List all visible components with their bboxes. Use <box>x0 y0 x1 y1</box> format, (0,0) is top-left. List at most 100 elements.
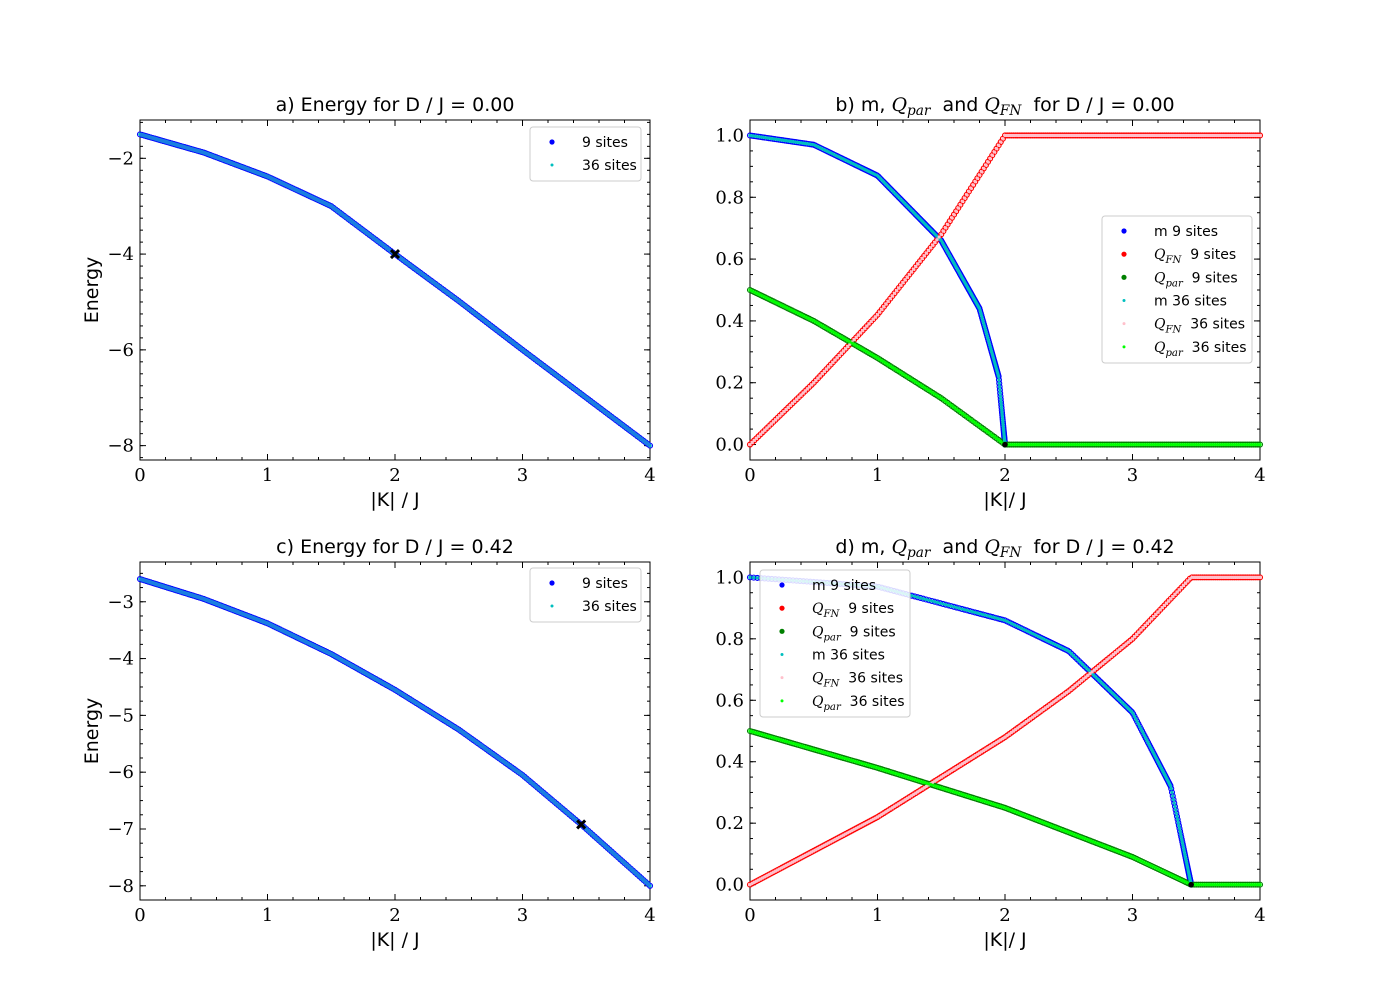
data-point <box>833 358 837 362</box>
data-point <box>858 331 863 335</box>
legend-marker <box>550 163 554 167</box>
data-point <box>1179 586 1183 590</box>
data-point <box>986 160 990 164</box>
data-point <box>1177 826 1182 831</box>
data-point <box>960 199 965 203</box>
data-point <box>1154 612 1158 616</box>
data-point <box>750 440 754 445</box>
data-point <box>962 608 967 612</box>
data-point <box>805 387 809 391</box>
y-tick-label: 0.4 <box>715 311 744 332</box>
data-point <box>863 326 867 330</box>
data-point <box>924 597 928 602</box>
data-point <box>997 381 1001 385</box>
data-point <box>1097 678 1104 685</box>
y-tick-label: 0.0 <box>715 435 744 456</box>
data-point <box>988 156 992 161</box>
legend-label: QFN 9 sites <box>812 601 894 620</box>
y-tick-label: 0.8 <box>715 629 744 650</box>
data-point <box>841 349 846 353</box>
x-tick-label: 4 <box>1254 465 1265 486</box>
panel-title: a) Energy for D / J = 0.00 <box>276 94 515 116</box>
data-point <box>984 163 988 167</box>
data-point <box>1067 689 1071 693</box>
panel-title: c) Energy for D / J = 0.42 <box>276 536 514 558</box>
legend-marker <box>779 582 785 588</box>
data-point <box>977 173 982 177</box>
x-axis-label: |K|/ J <box>983 929 1026 951</box>
data-point <box>938 601 942 605</box>
data-point <box>999 400 1003 404</box>
data-point <box>1139 628 1143 632</box>
data-point <box>1003 618 1007 622</box>
data-point <box>1258 442 1262 447</box>
data-point <box>982 166 986 171</box>
legend-label: Qpar 9 sites <box>1154 270 1238 289</box>
data-point <box>1175 814 1179 818</box>
data-point <box>1103 659 1107 664</box>
marker-x <box>389 249 401 260</box>
data-point <box>1138 724 1142 728</box>
data-point <box>988 614 992 619</box>
data-point <box>1075 682 1079 686</box>
panel-title: d) m, Qpar and QFN for D / J = 0.42 <box>835 536 1174 561</box>
x-tick-label: 0 <box>134 465 145 486</box>
data-point <box>1135 632 1139 636</box>
data-point <box>844 347 848 351</box>
data-point <box>981 612 985 617</box>
data-point <box>990 153 994 157</box>
data-point <box>1001 137 1005 141</box>
data-point <box>1074 656 1081 663</box>
x-tick-label: 3 <box>517 465 528 486</box>
data-point <box>983 613 987 617</box>
data-point <box>790 401 795 405</box>
data-point <box>765 426 769 430</box>
data-point <box>1173 804 1177 809</box>
data-point <box>1088 672 1092 676</box>
data-point <box>776 416 780 420</box>
data-point <box>939 232 943 236</box>
data-point <box>1000 408 1004 412</box>
series-q-par-36-sites <box>748 729 1262 887</box>
y-tick-label: 0.6 <box>715 249 744 270</box>
x-tick-label: 0 <box>744 905 755 926</box>
y-tick-label: −8 <box>107 876 134 897</box>
data-point <box>756 434 761 438</box>
y-tick-label: −2 <box>107 148 134 169</box>
x-tick-label: 3 <box>517 905 528 926</box>
legend-label: m 36 sites <box>1154 294 1227 310</box>
marker-x <box>576 819 587 830</box>
data-point <box>852 338 856 342</box>
data-point <box>999 140 1003 144</box>
data-point <box>1105 658 1109 662</box>
data-point <box>1258 883 1262 887</box>
data-point <box>975 611 980 615</box>
data-point <box>1141 626 1145 630</box>
data-point <box>1180 837 1184 842</box>
data-point <box>869 319 873 324</box>
data-point <box>878 310 882 314</box>
data-point <box>773 418 778 422</box>
data-point <box>748 575 752 579</box>
y-axis-label: Energy <box>81 698 103 765</box>
legend-marker <box>1122 345 1126 349</box>
x-tick-label: 0 <box>744 465 755 486</box>
data-point <box>1083 664 1090 672</box>
data-point <box>854 335 858 339</box>
y-tick-label: −4 <box>107 244 134 265</box>
series-9-sites <box>136 575 654 889</box>
legend-label: QFN 9 sites <box>1154 247 1236 266</box>
x-tick-label: 3 <box>1127 465 1138 486</box>
data-point <box>1126 640 1130 644</box>
data-point <box>795 397 799 401</box>
data-point <box>1005 619 1009 624</box>
data-point <box>958 203 962 207</box>
legend: 9 sites 36 sites <box>529 126 642 182</box>
data-point <box>1000 413 1004 417</box>
x-tick-label: 0 <box>134 905 145 926</box>
data-point <box>831 360 835 364</box>
data-point <box>927 598 931 602</box>
data-point <box>986 614 990 618</box>
legend-label: 9 sites <box>582 135 628 151</box>
legend-label: Qpar 36 sites <box>812 694 905 713</box>
